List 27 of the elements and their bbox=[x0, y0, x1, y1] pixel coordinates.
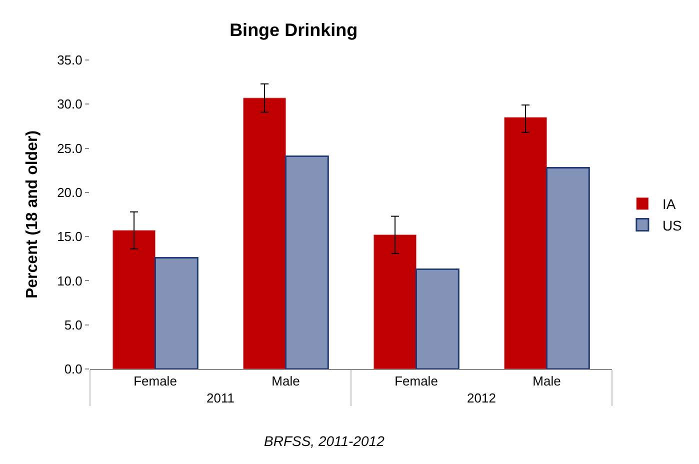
y-tick-label: 15.0 bbox=[57, 229, 82, 244]
bar bbox=[285, 155, 329, 369]
y-tick-label: 30.0 bbox=[57, 96, 82, 112]
y-tick-label: 5.0 bbox=[64, 317, 82, 332]
bar bbox=[112, 230, 156, 369]
chart-title: Binge Drinking bbox=[230, 20, 358, 40]
text: 2012 bbox=[467, 390, 496, 406]
bar bbox=[416, 268, 460, 369]
legend-label: US bbox=[662, 217, 682, 234]
x-tick-label: Male bbox=[532, 374, 561, 389]
bar bbox=[546, 166, 590, 369]
bar bbox=[504, 117, 547, 369]
y-tick-label: 25.0 bbox=[57, 140, 82, 156]
text: BRFSS, 2011-2012 bbox=[264, 433, 385, 449]
y-tick-label: 20.0 bbox=[57, 184, 82, 200]
x-tick-label: Female bbox=[134, 374, 177, 389]
y-tick-label: 0.0 bbox=[64, 362, 82, 377]
y-tick-label: 35.0 bbox=[57, 52, 82, 68]
y-tick-label: 10.0 bbox=[57, 273, 82, 288]
text: 2011 bbox=[206, 390, 234, 406]
legend-label: IA bbox=[662, 196, 676, 212]
y-axis-title: Percent (18 and older) bbox=[24, 130, 41, 299]
x-tick-label: Male bbox=[272, 374, 300, 389]
bar bbox=[154, 257, 198, 369]
bar bbox=[243, 98, 286, 369]
bar bbox=[374, 234, 416, 369]
x-tick-label: Female bbox=[394, 374, 438, 389]
